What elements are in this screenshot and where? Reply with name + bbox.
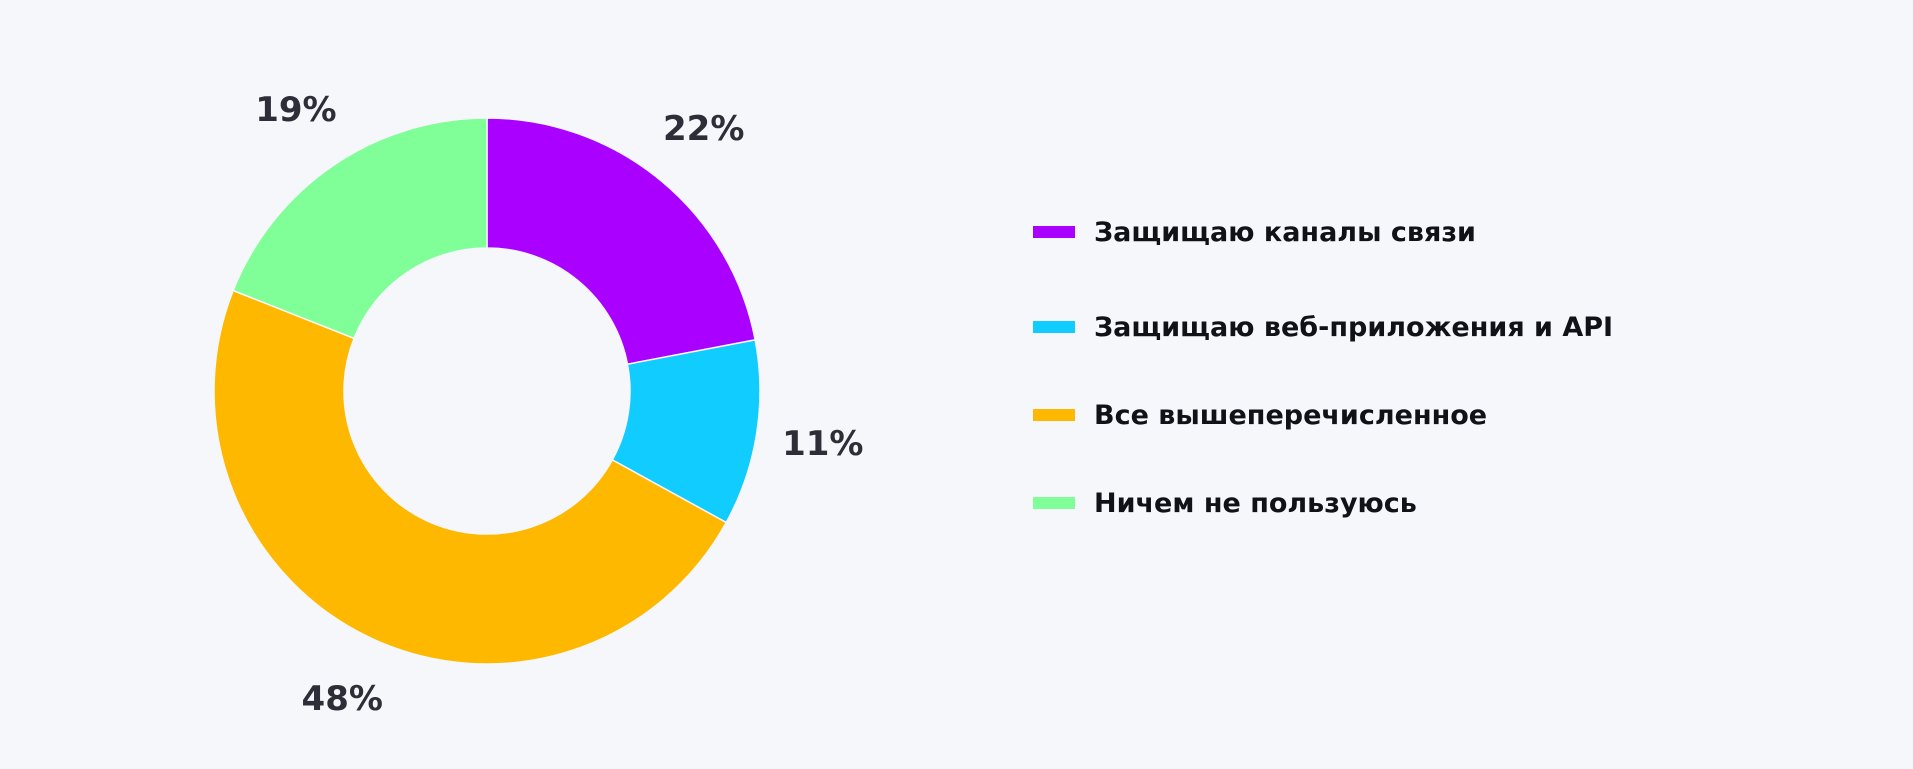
legend-swatch-0: [1033, 226, 1075, 238]
pct-label-2: 48%: [301, 678, 383, 719]
legend-label-3: Ничем не пользуюсь: [1094, 487, 1417, 519]
slice-3: [232, 117, 488, 340]
pct-label-3: 19%: [255, 89, 337, 130]
legend-item-1: Защищаю веб-приложения и API: [1033, 307, 1613, 347]
pct-label-1: 11%: [782, 424, 864, 465]
legend-swatch-2: [1033, 409, 1075, 421]
slice-2: [213, 289, 728, 665]
legend-item-2: Все вышеперечисленное: [1033, 395, 1487, 435]
legend-swatch-1: [1033, 321, 1075, 333]
legend-label-2: Все вышеперечисленное: [1094, 399, 1488, 431]
legend-label-1: Защищаю веб-приложения и API: [1094, 311, 1614, 343]
legend-item-0: Защищаю каналы связи: [1033, 212, 1476, 252]
legend-swatch-3: [1033, 497, 1075, 509]
pct-label-0: 22%: [663, 109, 745, 150]
legend-label-0: Защищаю каналы связи: [1094, 216, 1476, 248]
legend-item-3: Ничем не пользуюсь: [1033, 483, 1417, 523]
donut-slices: [213, 117, 761, 665]
slice-0: [486, 117, 757, 366]
